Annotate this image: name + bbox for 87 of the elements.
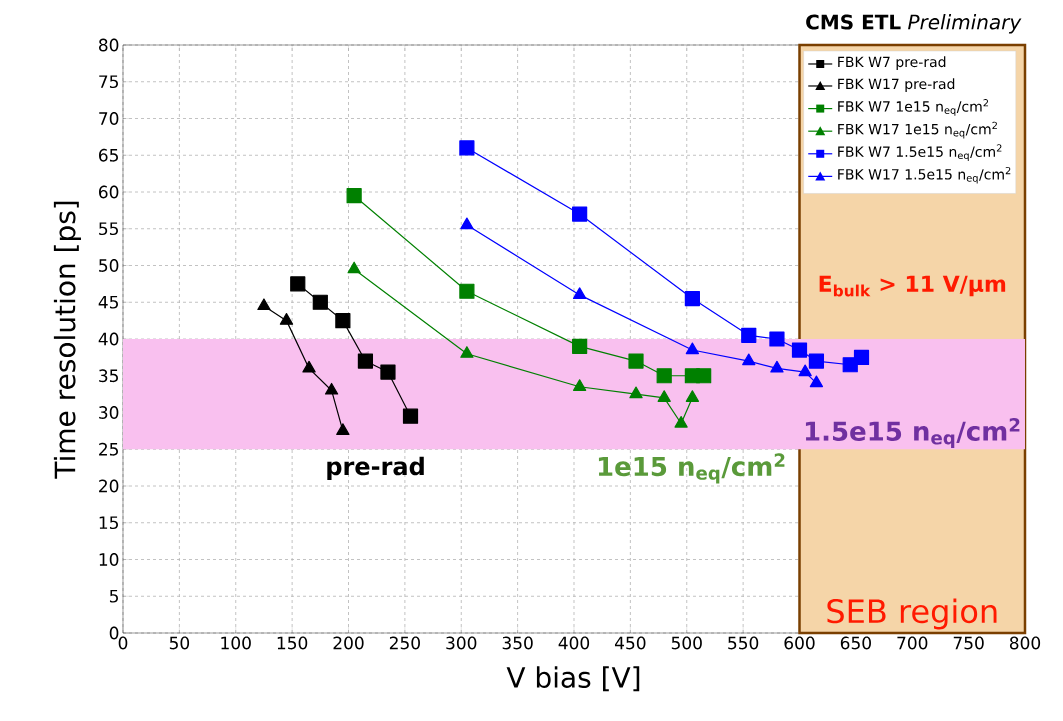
annotation: 1e15 n$_{eq}$/cm$^{2}$: [598, 453, 785, 484]
x-tick-label: 550: [728, 636, 759, 650]
point: [674, 415, 688, 428]
annotation: pre-rad: [327, 456, 424, 480]
point: [657, 390, 671, 402]
point: [460, 346, 474, 358]
y-tick-label: 55: [99, 222, 118, 236]
x-tick-label: 650: [840, 636, 871, 650]
point: [290, 276, 306, 292]
point: [685, 342, 700, 355]
legend-label: FBK W7 pre-rad: [838, 56, 946, 70]
point: [380, 364, 396, 380]
y-tick-label: 75: [99, 75, 118, 89]
point: [459, 283, 475, 299]
y-tick-label: 45: [98, 295, 118, 309]
point: [336, 423, 350, 435]
y-tick-label: 50: [99, 259, 119, 272]
point: [357, 353, 374, 369]
y-tick-label: 0: [109, 626, 119, 640]
point: [279, 313, 294, 325]
point: [809, 375, 824, 388]
y-tick-label: 15: [99, 516, 118, 530]
point: [572, 287, 587, 300]
chart-title: CMS ETL Preliminary: [806, 14, 1022, 34]
point: [628, 353, 644, 369]
annotation: E$_{bulk}$ > 11 V/µm: [819, 275, 1006, 297]
y-tick-label: 80: [99, 38, 119, 52]
point: [629, 386, 643, 399]
x-tick-label: 800: [1009, 636, 1041, 650]
y-tick-label: 70: [99, 112, 119, 125]
legend-label: FBK W7 1.5e15 n$_{eq}$/cm$^{2}$: [838, 144, 1002, 161]
legend-label: FBK W17 1.5e15 n$_{eq}$/cm$^{2}$: [838, 166, 1011, 184]
x-tick-label: 500: [671, 636, 702, 650]
y-tick-label: 20: [99, 479, 119, 493]
point: [696, 368, 712, 384]
point: [656, 368, 672, 384]
x-tick-label: 700: [897, 636, 928, 650]
legend-label: FBK W17 pre-rad: [838, 78, 955, 92]
x-tick-label: 200: [333, 636, 364, 650]
x-tick-label: 0: [118, 636, 128, 650]
point: [257, 298, 271, 311]
y-tick-label: 40: [98, 332, 119, 346]
point: [769, 331, 785, 347]
point: [346, 188, 362, 204]
point: [335, 313, 351, 329]
y-axis-title: Time resolution [ps]: [53, 201, 81, 479]
x-tick-label: 150: [277, 636, 308, 650]
point: [742, 353, 756, 366]
point: [347, 261, 361, 274]
point: [684, 290, 700, 307]
point: [770, 360, 784, 373]
point: [302, 360, 316, 373]
x-tick-label: 300: [446, 636, 477, 650]
y-tick-label: 60: [99, 185, 119, 199]
y-tick-label: 30: [99, 406, 119, 419]
point: [459, 140, 475, 156]
point: [685, 390, 700, 402]
annotation: 1.5e15 n$_{eq}$/cm$^{2}$: [805, 418, 1020, 449]
point: [402, 408, 419, 424]
x-tick-label: 350: [502, 636, 533, 650]
y-tick-label: 35: [99, 369, 118, 383]
point: [460, 217, 474, 230]
legend-label: FBK W17 1e15 n$_{eq}$/cm$^{2}$: [838, 121, 997, 139]
point: [853, 349, 870, 365]
legend-label: FBK W7 1e15 n$_{eq}$/cm$^{2}$: [838, 99, 989, 116]
point: [324, 382, 339, 395]
y-tick-label: 65: [99, 148, 118, 162]
x-tick-label: 250: [389, 636, 420, 650]
point: [798, 364, 812, 377]
y-tick-label: 10: [99, 553, 119, 566]
point: [572, 379, 587, 391]
x-tick-label: 600: [784, 636, 815, 650]
point: [791, 342, 808, 358]
x-tick-label: 450: [614, 636, 646, 650]
point: [741, 327, 757, 343]
x-tick-label: 400: [558, 636, 590, 650]
point: [808, 353, 825, 369]
x-tick-label: 50: [169, 636, 190, 650]
band-label: SEB region: [827, 598, 997, 630]
point: [312, 294, 328, 310]
x-tick-label: 100: [221, 636, 251, 650]
point: [572, 338, 588, 354]
y-tick-label: 25: [99, 442, 118, 456]
x-axis-title: V bias [V]: [506, 666, 640, 692]
point: [572, 206, 588, 222]
x-tick-label: 750: [953, 636, 984, 650]
y-tick-label: 5: [109, 589, 118, 603]
